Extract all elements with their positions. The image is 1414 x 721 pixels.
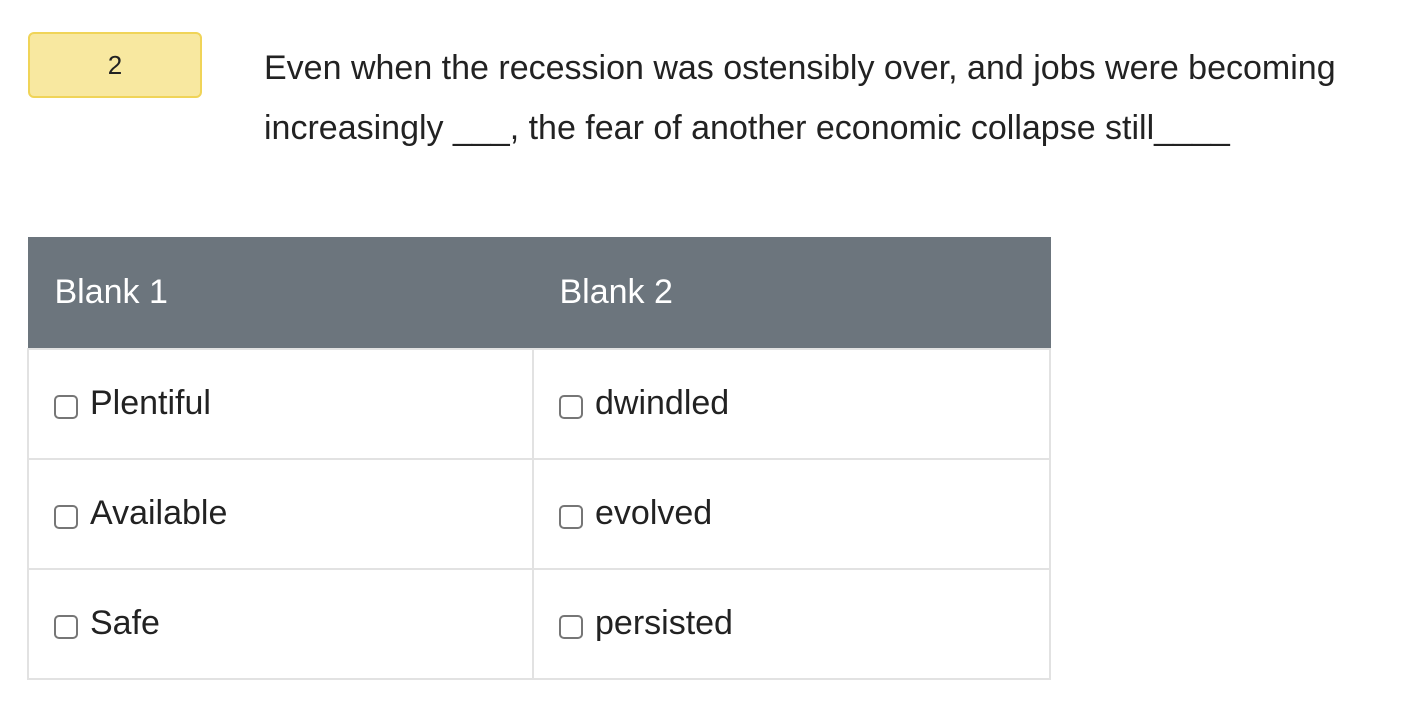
table-cell: evolved xyxy=(532,457,1051,570)
question-text: Even when the recession was ostensibly o… xyxy=(264,49,1336,147)
blank1-option-safe[interactable]: Safe xyxy=(54,604,532,643)
table-header-row: Blank 1 Blank 2 xyxy=(27,237,1051,349)
checkbox[interactable] xyxy=(559,394,583,419)
checkbox[interactable] xyxy=(559,504,583,529)
option-label: Available xyxy=(90,494,228,532)
blank2-option-dwindled[interactable]: dwindled xyxy=(559,384,1049,423)
table-row: Available evolved xyxy=(27,457,1051,570)
question-number: 2 xyxy=(107,49,123,80)
question-number-badge: 2 xyxy=(28,32,202,98)
table-cell: Available xyxy=(27,457,534,570)
table-cell: Plentiful xyxy=(27,347,534,460)
table-cell: Safe xyxy=(27,567,534,680)
checkbox[interactable] xyxy=(54,504,78,529)
table-row: Safe persisted xyxy=(27,567,1051,680)
table-cell: persisted xyxy=(532,567,1051,680)
answer-choices-table: Blank 1 Blank 2 Plentiful dwindled xyxy=(27,237,1051,680)
option-label: evolved xyxy=(595,494,713,532)
header-blank-2: Blank 2 xyxy=(532,237,1051,349)
checkbox[interactable] xyxy=(54,614,78,639)
blank1-option-available[interactable]: Available xyxy=(54,494,532,533)
header-blank-1: Blank 1 xyxy=(27,237,534,349)
option-label: Safe xyxy=(90,604,160,642)
option-label: dwindled xyxy=(595,384,730,422)
table-cell: dwindled xyxy=(532,347,1051,460)
blank1-option-plentiful[interactable]: Plentiful xyxy=(54,384,532,423)
option-label: Plentiful xyxy=(90,384,211,422)
table-row: Plentiful dwindled xyxy=(27,347,1051,460)
option-label: persisted xyxy=(595,604,733,642)
checkbox[interactable] xyxy=(54,394,78,419)
blank2-option-persisted[interactable]: persisted xyxy=(559,604,1049,643)
blank2-option-evolved[interactable]: evolved xyxy=(559,494,1049,533)
checkbox[interactable] xyxy=(559,614,583,639)
